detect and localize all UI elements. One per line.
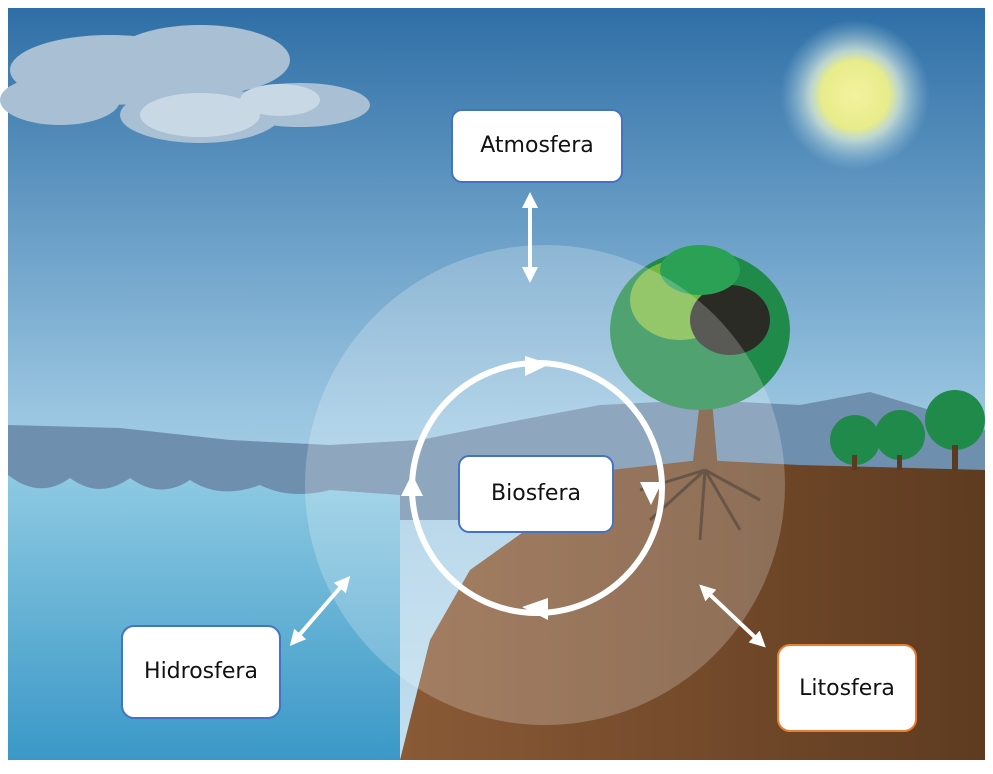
hydrosphere-label: Hidrosfera: [144, 659, 258, 684]
biosphere-label: Biosfera: [491, 481, 581, 506]
diagram: Atmosfera Biosfera Hidrosfera Litosfera: [0, 0, 993, 774]
lithosphere-label: Litosfera: [799, 676, 895, 701]
atmosphere-label: Atmosfera: [480, 133, 593, 158]
page: Atmosfera Biosfera Hidrosfera Litosfera …: [0, 0, 993, 774]
sun: [780, 20, 930, 170]
